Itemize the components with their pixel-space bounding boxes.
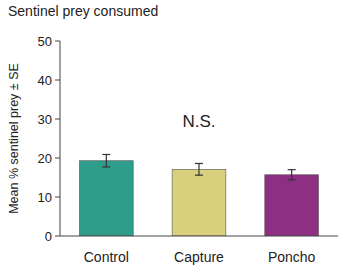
error-bar <box>102 154 110 166</box>
y-tick <box>55 236 60 237</box>
title: Sentinel prey consumed <box>8 3 158 19</box>
error-bar <box>195 163 203 175</box>
error-cap <box>288 179 296 180</box>
error-cap <box>102 154 110 155</box>
y-tick <box>55 158 60 159</box>
error-bar <box>288 170 296 180</box>
error-cap <box>195 163 203 164</box>
chart: Sentinel prey consumed Mean % sentinel pr… <box>0 0 345 274</box>
bar <box>265 175 319 236</box>
y-tick <box>55 119 60 120</box>
x-tick-label: Poncho <box>268 249 316 265</box>
y-axis-line <box>60 41 61 236</box>
y-tick <box>55 80 60 81</box>
error-stem <box>106 154 107 166</box>
annotation: N.S. <box>182 112 215 131</box>
error-cap <box>288 169 296 170</box>
y-axis-label: Mean % sentinel prey ± SE <box>7 63 21 214</box>
y-tick <box>55 197 60 198</box>
x-tick-label: Capture <box>174 249 224 265</box>
bars <box>79 154 318 236</box>
y-tick-label: 0 <box>45 229 52 244</box>
y-tick-label: 10 <box>38 190 52 205</box>
error-cap <box>102 166 110 167</box>
y-tick-label: 50 <box>38 34 52 49</box>
bar <box>79 161 133 236</box>
error-stem <box>198 163 199 175</box>
x-axis-line <box>60 236 338 237</box>
bar <box>172 169 226 236</box>
y-tick-label: 30 <box>38 112 52 127</box>
error-stem <box>291 170 292 180</box>
y-tick-label: 20 <box>38 151 52 166</box>
y-tick <box>55 41 60 42</box>
x-tick-label: Control <box>84 249 129 265</box>
y-tick-label: 40 <box>38 73 52 88</box>
error-cap <box>195 175 203 176</box>
